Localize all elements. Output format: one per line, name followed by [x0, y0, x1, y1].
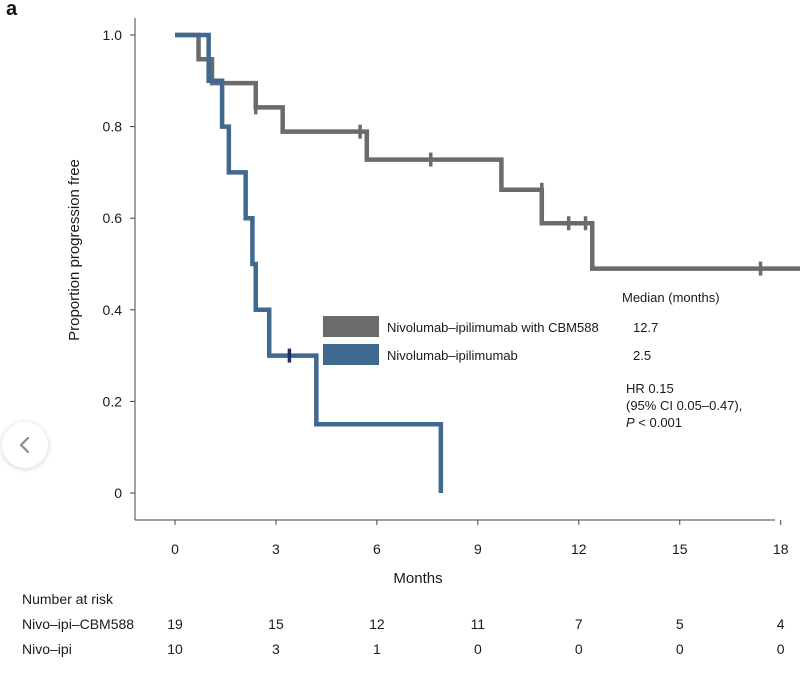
back-button[interactable]: [2, 422, 48, 468]
x-axis-title: Months: [393, 570, 442, 587]
panel-label: a: [6, 0, 18, 20]
y-axis-title: Proportion progression free: [66, 159, 83, 341]
risk-count: 5: [676, 616, 684, 632]
legend-label-0: Nivolumab–ipilimumab with CBM588: [387, 320, 599, 335]
survival-curves: [175, 32, 800, 493]
risk-count: 0: [676, 641, 684, 657]
series-line-0: [175, 32, 800, 271]
legend: Median (months) Nivolumab–ipilimumab with…: [323, 290, 742, 430]
p-value: P < 0.001: [626, 415, 682, 430]
p-value-symbol: P: [626, 415, 635, 430]
risk-count: 1: [373, 641, 381, 657]
confidence-interval: (95% CI 0.05–0.47),: [626, 398, 742, 413]
x-tick-label: 3: [272, 541, 280, 557]
risk-count: 19: [167, 616, 183, 632]
y-tick-label: 0.6: [103, 210, 123, 226]
risk-row-label: Nivo–ipi–CBM588: [22, 616, 134, 632]
p-value-number: < 0.001: [635, 415, 682, 430]
risk-count: 12: [369, 616, 385, 632]
axes: 00.20.40.60.81.003691215182124MonthsProp…: [66, 18, 789, 587]
risk-count: 15: [268, 616, 284, 632]
risk-table-header: Number at risk: [22, 591, 114, 607]
legend-swatch-1: [323, 344, 379, 365]
risk-count: 4: [777, 616, 785, 632]
x-tick-label: 6: [373, 541, 381, 557]
risk-count: 7: [575, 616, 583, 632]
risk-count: 3: [272, 641, 280, 657]
hazard-ratio: HR 0.15: [626, 381, 674, 396]
x-tick-label: 0: [171, 541, 179, 557]
legend-swatch-0: [323, 316, 379, 337]
chevron-left-icon: [19, 436, 30, 454]
y-tick-label: 0.2: [103, 393, 123, 409]
x-tick-label: 12: [571, 541, 587, 557]
y-tick-label: 0.8: [103, 119, 123, 135]
y-tick-label: 0.4: [103, 302, 123, 318]
risk-count: 0: [575, 641, 583, 657]
risk-count: 0: [777, 641, 785, 657]
legend-label-1: Nivolumab–ipilimumab: [387, 348, 518, 363]
y-tick-label: 1.0: [103, 27, 123, 43]
risk-row-label: Nivo–ipi: [22, 641, 72, 657]
series-line-1: [175, 32, 444, 493]
x-tick-label: 9: [474, 541, 482, 557]
risk-count: 10: [167, 641, 183, 657]
x-tick-label: 18: [773, 541, 789, 557]
legend-median-header: Median (months): [622, 290, 720, 305]
legend-median-0: 12.7: [633, 320, 658, 335]
risk-count: 0: [474, 641, 482, 657]
legend-median-1: 2.5: [633, 348, 651, 363]
risk-count: 11: [471, 616, 486, 632]
risk-table: Number at risk Nivo–ipi–CBM588 19 15 12 11 7 5 4…: [22, 591, 785, 657]
x-tick-label: 15: [672, 541, 688, 557]
y-tick-label: 0: [114, 485, 122, 501]
